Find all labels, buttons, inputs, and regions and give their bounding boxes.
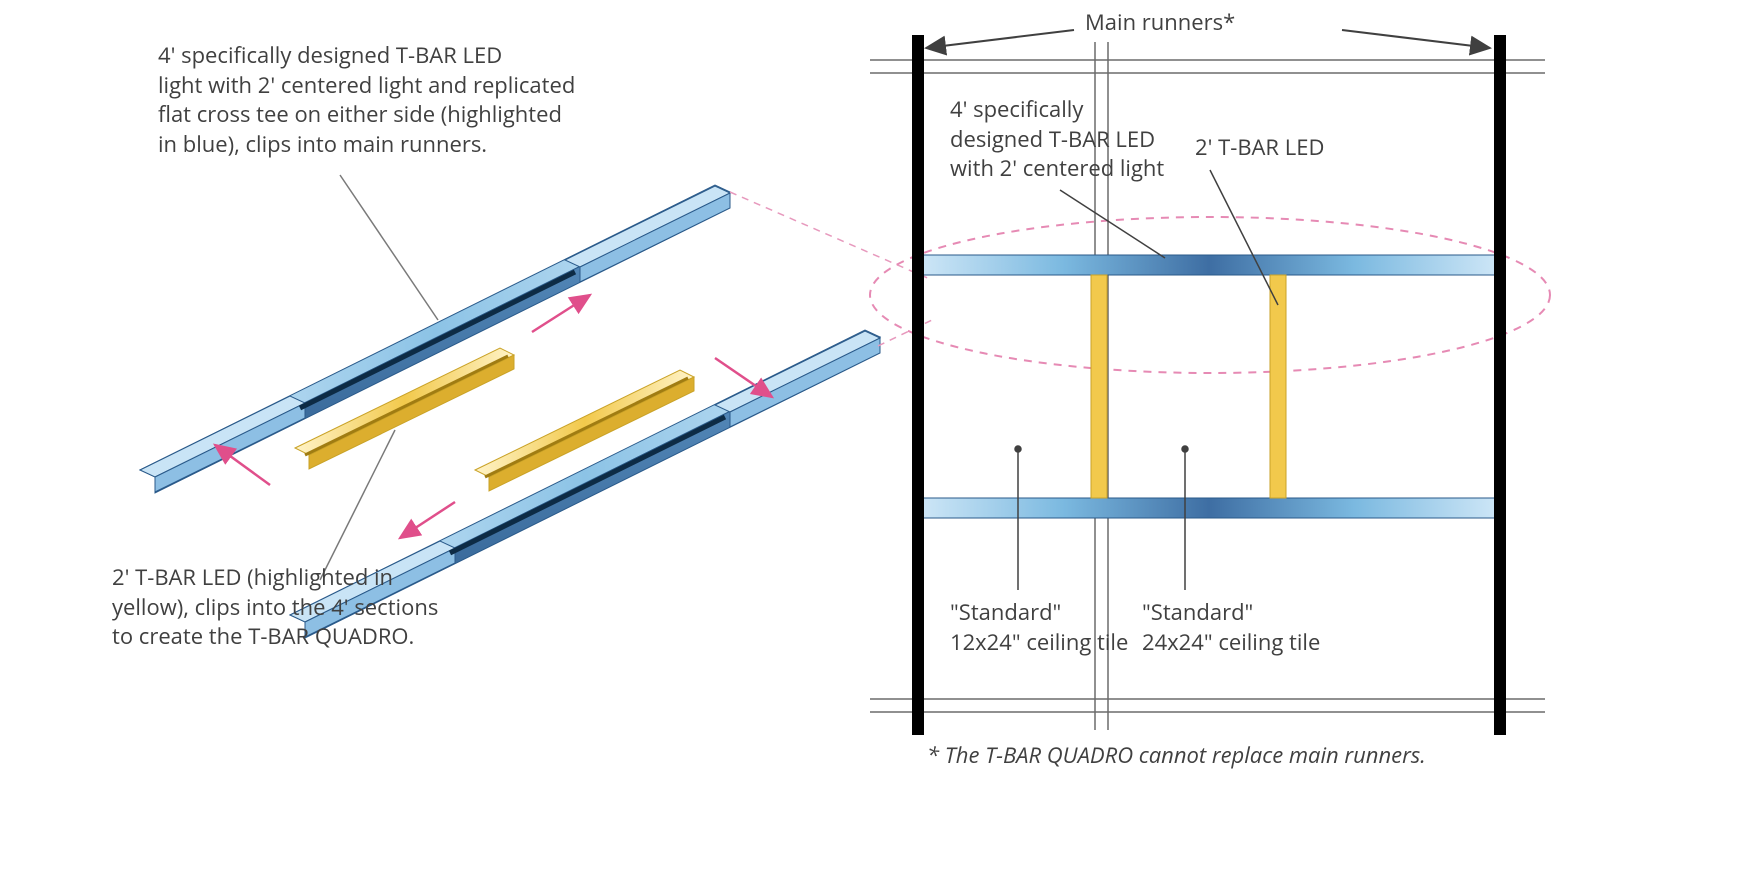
plan-tbar4-rows xyxy=(918,255,1500,518)
label-main-runners: Main runners* xyxy=(1085,8,1235,38)
plan-diagram xyxy=(0,0,1764,872)
plan-highlight-ellipse xyxy=(870,217,1550,373)
label-footnote: * The T-BAR QUADRO cannot replace main r… xyxy=(927,740,1426,770)
label-plan-tile12: "Standard"12x24" ceiling tile xyxy=(950,598,1150,657)
label-plan-tile24: "Standard"24x24" ceiling tile xyxy=(1142,598,1342,657)
label-plan-led4: 4' specificallydesigned T-BAR LEDwith 2'… xyxy=(950,95,1190,184)
plan-leaders xyxy=(1015,170,1278,590)
plan-tbar2-cols xyxy=(1091,275,1286,498)
label-plan-led2: 2' T-BAR LED xyxy=(1195,133,1324,163)
